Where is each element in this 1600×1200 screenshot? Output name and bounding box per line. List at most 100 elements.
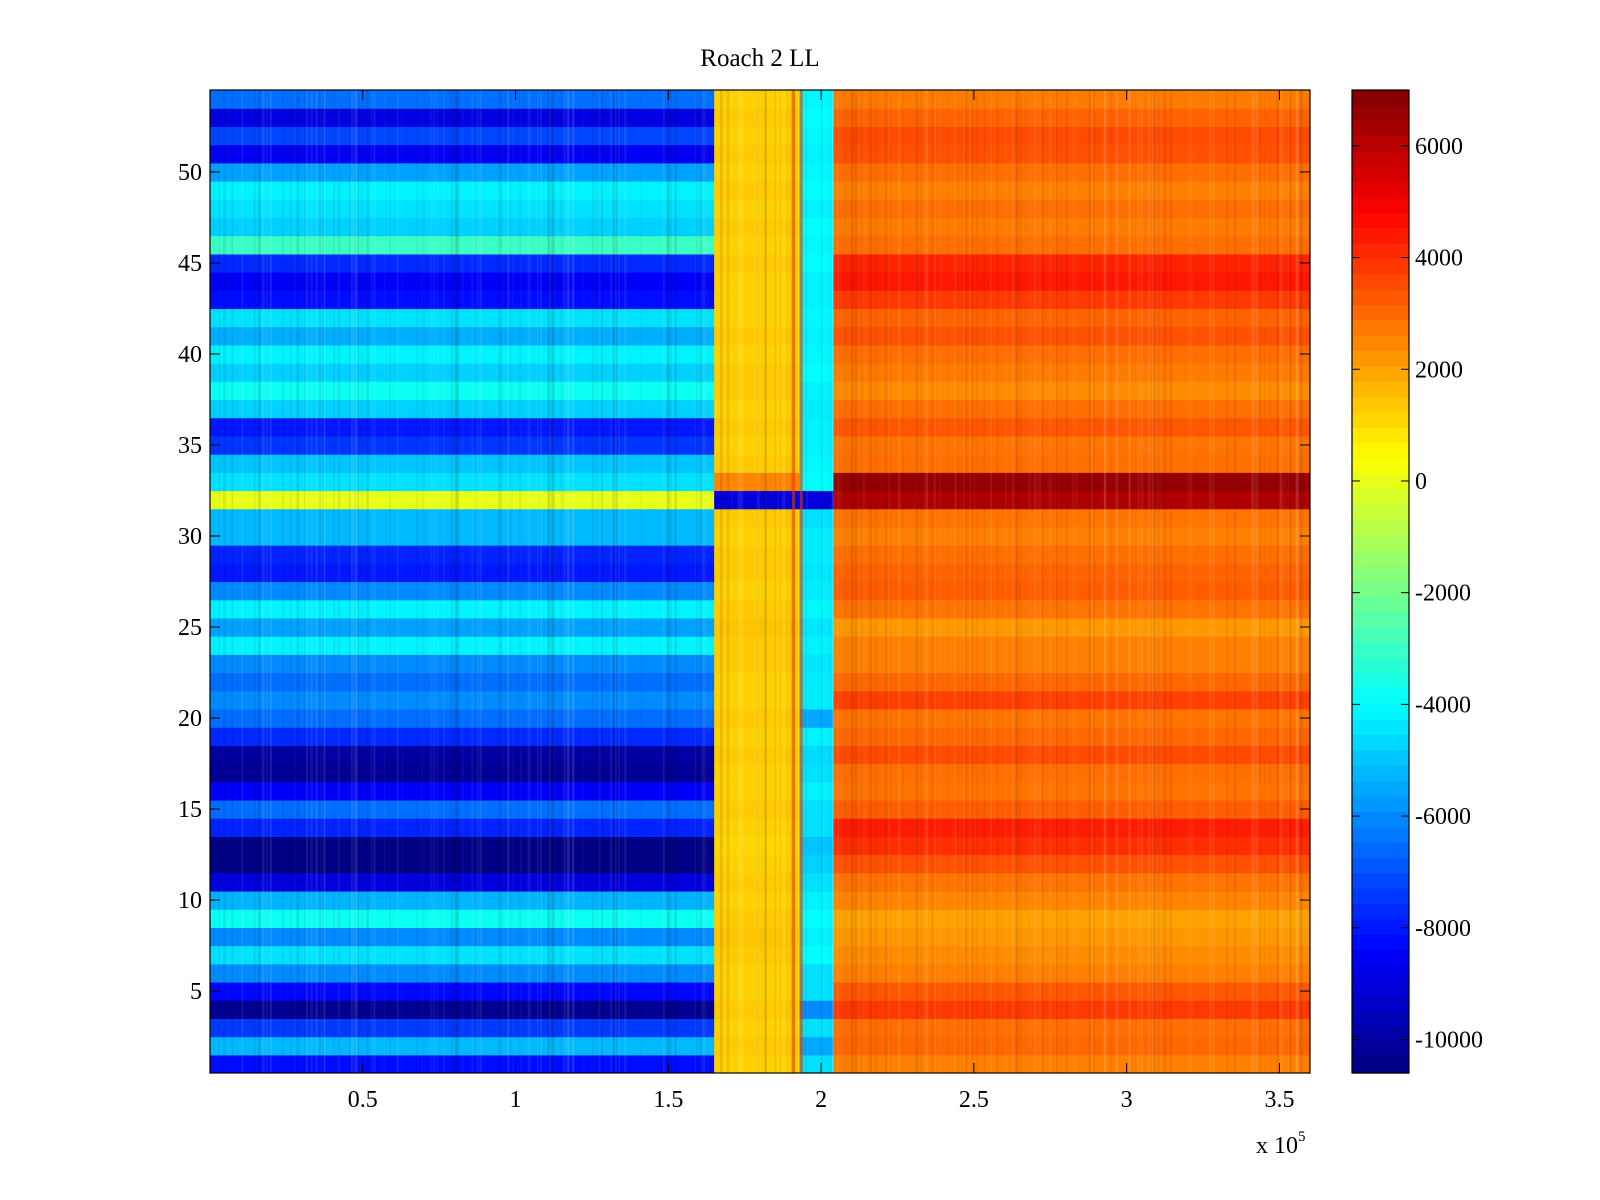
heatmap-cell	[799, 890, 834, 910]
heatmap-cell	[799, 235, 834, 255]
heatmap-texture-stripe	[429, 90, 433, 1073]
colorbar-tick-label: -4000	[1415, 692, 1471, 718]
heatmap-texture-stripe	[856, 90, 859, 1073]
heatmap-texture-stripe	[241, 90, 244, 1073]
heatmap-cell	[714, 981, 801, 1001]
heatmap-texture-stripe	[370, 90, 373, 1073]
colorbar-segment	[1352, 719, 1409, 736]
heatmap-texture-stripe	[610, 90, 612, 1073]
colorbar-segment	[1352, 842, 1409, 859]
colorbar-segment	[1352, 105, 1409, 122]
heatmap-texture-stripe	[869, 90, 873, 1073]
colorbar-segment	[1352, 950, 1409, 967]
heatmap-cell	[833, 945, 1310, 965]
colorbar-segment	[1352, 965, 1409, 982]
heatmap-cell	[833, 199, 1310, 219]
heatmap-cell	[714, 945, 801, 965]
heatmap-texture-stripe	[1269, 90, 1270, 1073]
heatmap-cell	[714, 508, 801, 528]
heatmap-texture-stripe	[498, 90, 501, 1073]
heatmap-texture-stripe	[616, 90, 619, 1073]
heatmap-texture-stripe	[963, 90, 966, 1073]
heatmap-cell	[714, 308, 801, 328]
heatmap-texture-stripe	[1103, 90, 1107, 1073]
heatmap-texture-stripe	[402, 90, 403, 1073]
heatmap-cell	[833, 836, 1310, 856]
heatmap-cell	[833, 890, 1310, 910]
colorbar-segment	[1352, 166, 1409, 183]
heatmap-texture-stripe	[500, 90, 503, 1073]
heatmap-cell	[714, 654, 801, 674]
heatmap-cell	[799, 126, 834, 146]
heatmap-texture-stripe	[443, 90, 446, 1073]
heatmap-texture-stripe	[461, 90, 463, 1073]
heatmap-texture-stripe	[213, 90, 215, 1073]
heatmap-texture-stripe	[737, 90, 739, 1073]
heatmap-texture-stripe	[1152, 90, 1155, 1073]
heatmap-texture-stripe	[354, 90, 356, 1073]
colorbar-tick-label: -10000	[1415, 1027, 1483, 1053]
colorbar-segment	[1352, 366, 1409, 383]
heatmap-texture-stripe	[1148, 90, 1152, 1073]
heatmap-cell	[833, 1018, 1310, 1038]
heatmap-cell	[210, 872, 715, 892]
colorbar: 6000 4000 2000 0 -2000 -4000 -6000 -8000 -10000	[1351, 89, 1483, 1074]
heatmap-texture-stripe	[389, 90, 391, 1073]
colorbar-segment	[1352, 704, 1409, 721]
colorbar-segment	[1352, 1057, 1409, 1074]
heatmap-cell	[714, 563, 801, 583]
colorbar-segment	[1352, 289, 1409, 306]
heatmap-texture-stripe	[888, 90, 891, 1073]
heatmap-cell	[210, 617, 715, 637]
heatmap-cell	[714, 454, 801, 473]
plot-frame	[209, 89, 1311, 1074]
heatmap-texture-stripe	[1115, 90, 1119, 1073]
heatmap-texture-stripe	[1287, 90, 1290, 1073]
heatmap-texture-stripe	[436, 90, 439, 1073]
heatmap-cell	[714, 199, 801, 219]
heatmap-cell	[714, 90, 801, 109]
heatmap-cell	[799, 108, 834, 127]
heatmap-cell	[714, 727, 801, 746]
heatmap-cell	[210, 636, 715, 655]
heatmap-cell	[833, 799, 1310, 819]
heatmap-cell	[799, 581, 834, 601]
y-tick-label: 25	[178, 615, 202, 641]
heatmap-texture-stripe	[294, 90, 296, 1073]
colorbar-tick-label: -8000	[1415, 916, 1471, 942]
colorbar-segment	[1352, 781, 1409, 798]
heatmap-texture-stripe	[973, 90, 975, 1073]
heatmap-texture-stripe	[781, 90, 783, 1073]
heatmap-texture-stripe	[1264, 90, 1266, 1073]
heatmap-cell	[833, 526, 1310, 546]
colorbar-tick-label: -6000	[1415, 804, 1471, 830]
heatmap-cell	[799, 854, 834, 874]
x-tick-label: 1	[510, 1087, 522, 1113]
heatmap-cell	[210, 854, 715, 874]
heatmap-texture-stripe	[806, 90, 809, 1073]
heatmap-texture-stripe	[875, 90, 878, 1073]
heatmap-texture-stripe	[1059, 90, 1060, 1073]
heatmap-texture-stripe	[726, 90, 730, 1073]
heatmap-texture-stripe	[322, 90, 324, 1073]
heatmap-texture-stripe	[843, 90, 845, 1073]
heatmap-cell	[799, 763, 834, 783]
heatmap-texture-stripe	[337, 90, 341, 1073]
heatmap-cell	[799, 381, 834, 401]
colorbar-segment	[1352, 427, 1409, 444]
heatmap-texture-stripe	[354, 90, 357, 1073]
heatmap-cell	[210, 1018, 715, 1038]
heatmap-cell	[833, 126, 1310, 146]
heatmap-cell	[714, 581, 801, 601]
heatmap-cell	[210, 217, 715, 237]
heatmap-cell	[833, 363, 1310, 382]
heatmap-texture-stripe	[1071, 90, 1075, 1073]
heatmap-cell	[210, 144, 715, 164]
heatmap-cell	[714, 162, 801, 182]
heatmap-cell	[833, 872, 1310, 892]
heatmap-texture-stripe	[695, 90, 697, 1073]
heatmap-cell	[833, 909, 1310, 928]
colorbar-segment	[1352, 612, 1409, 629]
heatmap-cell	[833, 326, 1310, 346]
y-tick-label: 5	[190, 979, 202, 1005]
